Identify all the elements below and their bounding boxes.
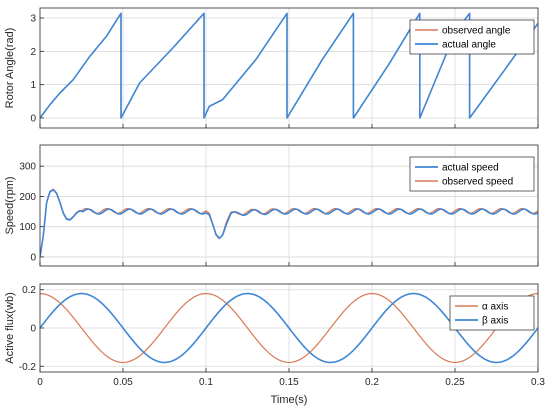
y-tick-label: 200: [19, 192, 36, 203]
axes-frame: [39, 144, 539, 267]
y-tick-label: 3: [30, 14, 36, 25]
x-tick-label: 0.1: [199, 377, 213, 388]
x-tick-label: 0: [37, 377, 43, 388]
legend: actual speed observed speed: [409, 156, 535, 192]
legend-box: [449, 295, 535, 331]
series-line-α-axis: [40, 292, 538, 364]
y-tick-label: 0: [30, 324, 36, 335]
legend-entry: β axis: [482, 316, 508, 327]
legend-box: [409, 156, 535, 192]
y-tick-label: 1: [30, 80, 36, 91]
axes-frame: [39, 7, 539, 129]
y-axis-label: Speed(rpm): [4, 176, 16, 234]
y-tick-label: 0.2: [22, 285, 36, 296]
y-tick-label: -0.2: [19, 362, 37, 373]
y-axis-label: Rotor Angle(rad): [4, 28, 16, 109]
legend: α axis β axis: [449, 295, 535, 331]
legend-entry: observed speed: [442, 177, 513, 188]
series-line-observed-speed: [40, 188, 538, 258]
x-tick-label: 0.2: [365, 377, 379, 388]
y-axis-label: Active flux(wb): [4, 292, 16, 364]
legend-entry: actual angle: [442, 40, 496, 51]
series-line-actual-angle: [40, 12, 538, 119]
x-tick-label: 0.05: [113, 377, 133, 388]
legend-entry: α axis: [482, 302, 508, 313]
y-tick-label: 0: [30, 114, 36, 125]
y-tick-label: 100: [19, 222, 36, 233]
x-tick-label: 0.3: [531, 377, 545, 388]
legend-box: [409, 19, 535, 55]
x-tick-label: 0.15: [279, 377, 299, 388]
series-line-actual-speed: [40, 188, 538, 258]
axes-frame: [39, 283, 539, 373]
legend: observed angle actual angle: [409, 19, 535, 55]
subplot-1: 0 1 2 3 Rotor Angle(rad) observed angle actual…: [4, 7, 539, 129]
legend-entry: observed angle: [442, 26, 511, 37]
y-tick-label: 300: [19, 162, 36, 173]
x-axis-label: Time(s): [271, 394, 308, 406]
legend-entry: actual speed: [442, 163, 499, 174]
y-tick-label: 2: [30, 47, 36, 58]
x-tick-label: 0.25: [445, 377, 465, 388]
y-tick-label: 0: [30, 252, 36, 263]
